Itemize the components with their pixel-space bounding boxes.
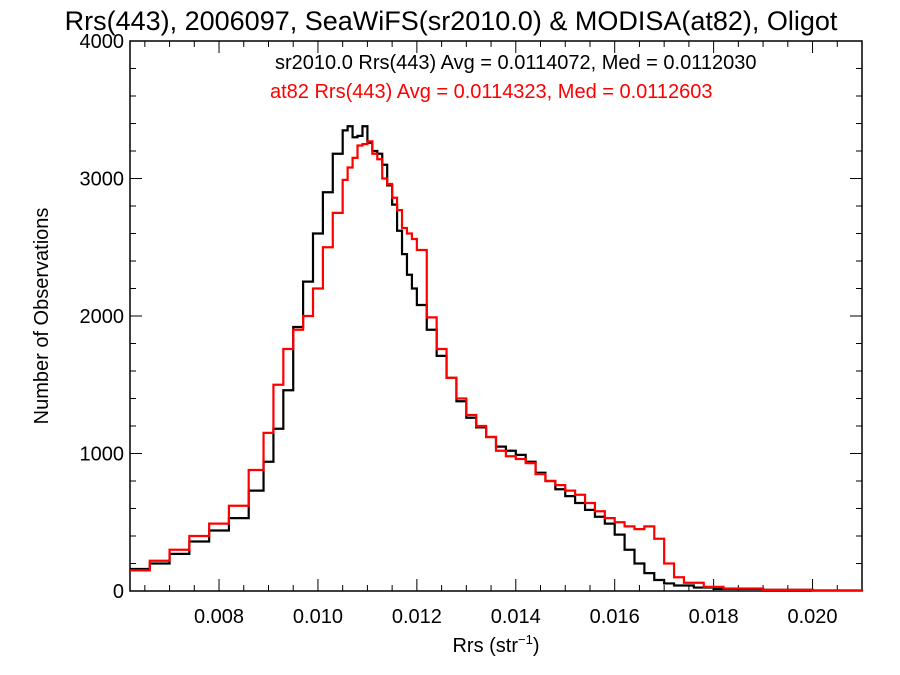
x-axis-label-text: Rrs (str <box>452 635 518 657</box>
axis-ticks: 0.008 0.010 0.012 0.014 0.016 0.018 0.020 0 1000… <box>80 31 862 628</box>
y-axis-label: Number of Observations <box>31 208 53 425</box>
x-tick-label: 0.018 <box>689 606 739 628</box>
chart-title: Rrs(443), 2006097, SeaWiFS(sr2010.0) & M… <box>65 6 838 36</box>
series-sr2010-line <box>130 125 864 592</box>
y-tick-label: 1000 <box>80 444 125 466</box>
plot-frame <box>129 40 863 592</box>
x-tick-label: 0.012 <box>392 606 442 628</box>
y-tick-label: 2000 <box>80 306 125 328</box>
series-layer <box>130 125 864 592</box>
y-tick-label: 0 <box>113 581 124 603</box>
x-tick-label: 0.016 <box>590 606 640 628</box>
x-tick-label: 0.014 <box>491 606 541 628</box>
y-tick-label: 3000 <box>80 169 125 191</box>
x-axis-label-superscript: −1 <box>518 632 533 647</box>
series-at82-line <box>130 140 864 592</box>
legend-entry-sr2010: sr2010.0 Rrs(443) Avg = 0.0114072, Med =… <box>275 52 756 74</box>
x-tick-label: 0.008 <box>194 606 244 628</box>
x-tick-label: 0.020 <box>788 606 838 628</box>
y-tick-label: 4000 <box>80 31 125 53</box>
x-tick-label: 0.010 <box>293 606 343 628</box>
x-axis-label-end: ) <box>533 635 540 657</box>
legend-entry-at82: at82 Rrs(443) Avg = 0.0114323, Med = 0.0… <box>270 81 713 103</box>
x-axis-label: Rrs (str−1) <box>452 632 539 657</box>
